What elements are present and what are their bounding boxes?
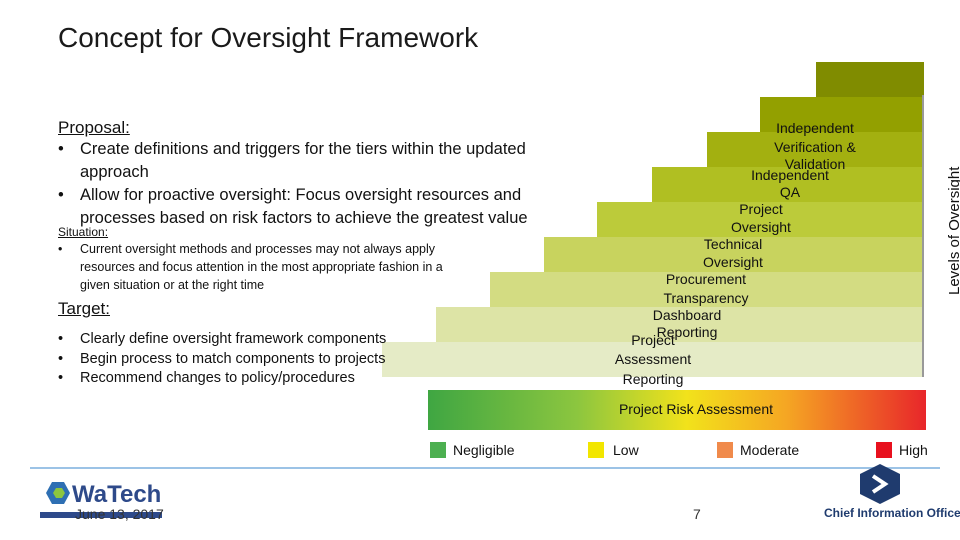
step-label: Independent <box>751 167 829 183</box>
situation-heading: Situation: <box>58 225 109 239</box>
legend-swatch <box>717 442 733 458</box>
risk-label: Project Risk Assessment <box>618 401 774 417</box>
step-label: Assessment <box>614 351 692 367</box>
axis-line <box>922 95 924 377</box>
bullet-dot: • <box>58 370 64 386</box>
step-label: Project <box>631 332 675 348</box>
stair-step <box>436 307 924 342</box>
bullet-text: resources and focus attention in the mos… <box>80 260 443 274</box>
legend-label: High <box>899 442 928 458</box>
risk-bar <box>428 390 926 430</box>
stair-step <box>707 132 924 167</box>
logo-band <box>40 512 162 518</box>
bullet-dot: • <box>58 350 64 367</box>
legend-swatch <box>588 442 604 458</box>
legend-swatch <box>876 442 892 458</box>
axis-label: Levels of Oversight <box>946 166 960 295</box>
cio-chevron <box>871 474 889 494</box>
stair-step <box>597 202 924 237</box>
step-label: Independent <box>776 120 854 136</box>
target-heading: Target: <box>58 299 110 318</box>
bullet-text: Create definitions and triggers for the … <box>80 140 526 158</box>
footer-rule <box>30 467 940 469</box>
cio-hex <box>860 464 900 504</box>
bullet-text: processes based on risk factors to achie… <box>80 209 528 227</box>
footer-date: June 13, 2017 <box>75 506 164 522</box>
legend-swatch <box>430 442 446 458</box>
bullet-text: approach <box>80 163 149 181</box>
step-label: Technical <box>703 236 763 252</box>
proposal-heading: Proposal: <box>58 118 130 137</box>
bullet-text: given situation or at the right time <box>80 278 265 292</box>
step-label: QA <box>779 184 801 200</box>
bullet-dot: • <box>58 140 64 158</box>
step-label: Reporting <box>622 371 684 387</box>
step-label: Oversight <box>703 254 763 270</box>
step-label: Verification & <box>774 139 856 155</box>
logo-text: WaTech <box>72 481 161 508</box>
step-label: Transparency <box>663 290 749 306</box>
step-label: Reporting <box>656 324 718 340</box>
cio-text: Chief Information Officer <box>824 506 960 520</box>
step-label: Procurement <box>665 271 747 287</box>
step-label: Project <box>739 201 783 217</box>
watech-logo: WaTech <box>40 481 162 518</box>
stair-step <box>544 237 924 272</box>
bullet-dot: • <box>58 186 64 204</box>
bullet-dot: • <box>58 242 63 256</box>
stair-step <box>652 167 924 202</box>
stair-step <box>760 97 924 132</box>
cio-logo-mark <box>860 464 900 504</box>
bullet-text: Current oversight methods and processes … <box>80 242 436 256</box>
legend-label: Low <box>613 442 639 458</box>
legend-label: Negligible <box>453 442 515 458</box>
page-number: 7 <box>693 506 701 522</box>
slide-title: Concept for Oversight Framework <box>58 22 479 53</box>
step-label: Validation <box>784 156 846 172</box>
bullet-dot: • <box>58 331 64 347</box>
stair-step <box>490 272 924 307</box>
stair-step <box>382 342 924 377</box>
bullet-text: Clearly define oversight framework compo… <box>80 331 387 347</box>
bullet-text: Begin process to match components to pro… <box>80 350 386 367</box>
bullet-text: Recommend changes to policy/procedures <box>80 370 355 386</box>
step-label: Oversight <box>731 219 791 235</box>
bullet-text: Allow for proactive oversight: Focus ove… <box>80 186 522 204</box>
legend-label: Moderate <box>740 442 800 458</box>
step-label: Dashboard <box>652 307 722 323</box>
stair-step <box>816 62 924 97</box>
logo-hex-inner <box>53 488 65 498</box>
